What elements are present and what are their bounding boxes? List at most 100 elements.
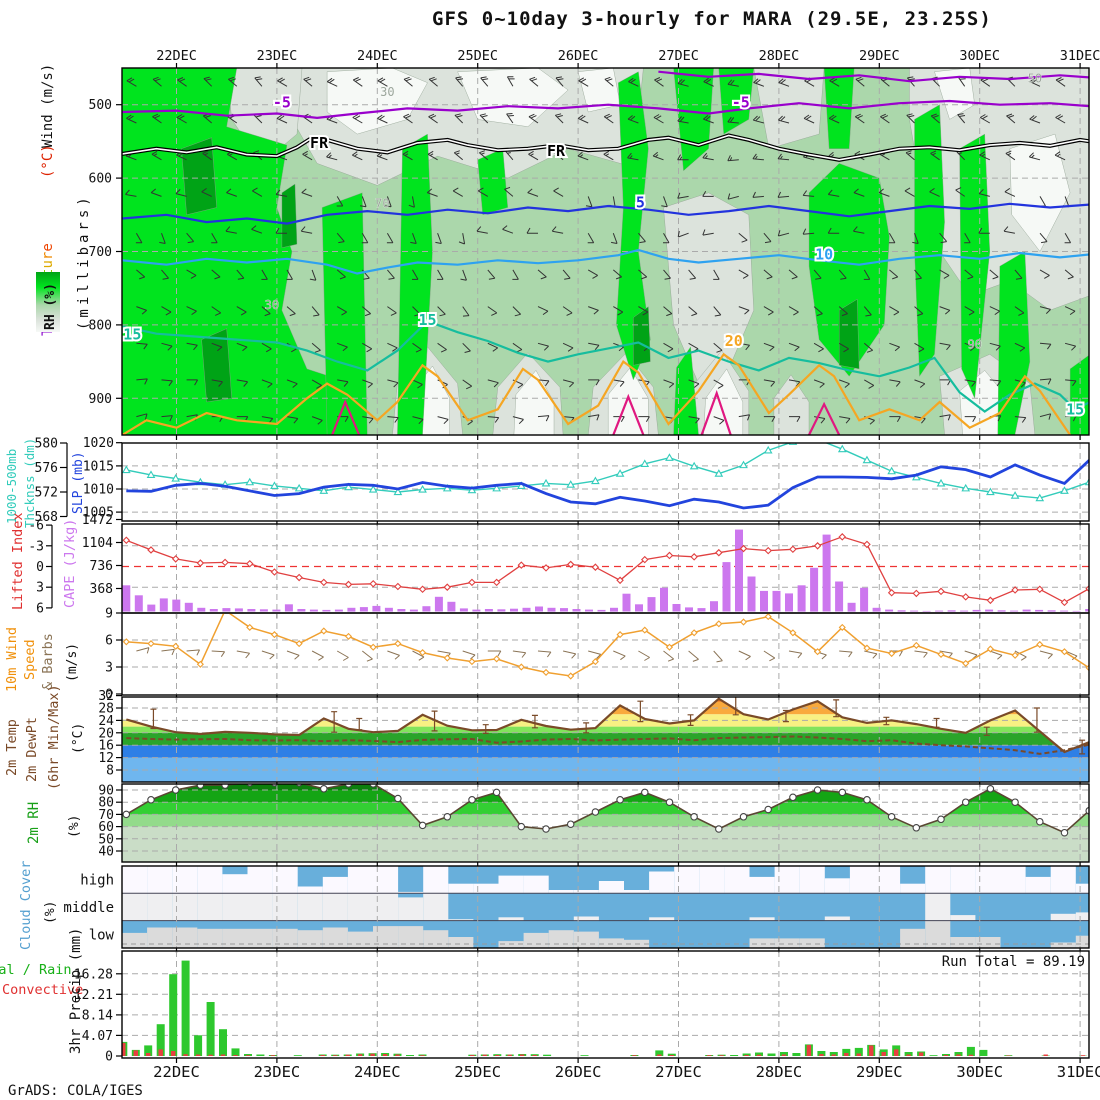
svg-text:60: 60 <box>98 820 114 835</box>
svg-text:Speed: Speed <box>22 639 38 680</box>
svg-text:CAPE (J/kg): CAPE (J/kg) <box>62 519 78 608</box>
svg-text:FR: FR <box>547 142 566 160</box>
svg-text:1020: 1020 <box>83 436 114 451</box>
svg-text:25DEC: 25DEC <box>457 48 498 64</box>
svg-text:(°C): (°C) <box>40 144 56 178</box>
svg-text:23DEC: 23DEC <box>257 48 298 64</box>
x-axis-labels: 22DEC 22DEC 23DEC 23DEC 24DEC 24DEC 25DEC 25DEC… <box>153 48 1100 1081</box>
svg-text:12.21: 12.21 <box>74 988 113 1003</box>
svg-text:29DEC: 29DEC <box>856 1063 903 1081</box>
svg-text:3: 3 <box>36 581 44 596</box>
svg-text:(°C): (°C) <box>71 723 86 754</box>
svg-text:15: 15 <box>123 325 141 343</box>
svg-text:6: 6 <box>36 601 44 616</box>
svg-text:2m RH: 2m RH <box>26 802 42 844</box>
svg-text:28DEC: 28DEC <box>756 1063 803 1081</box>
cape-li-axis: 368 736 1104 1472 -6 -3 0 3 6 Lifted Index CAPE (J… <box>10 512 1081 618</box>
svg-text:Cloud Cover: Cloud Cover <box>18 861 34 950</box>
svg-text:1010: 1010 <box>83 483 114 498</box>
panel-cape-li <box>122 524 1089 613</box>
svg-text:9: 9 <box>105 607 113 622</box>
svg-text:20: 20 <box>725 332 743 350</box>
svg-text:22DEC: 22DEC <box>153 1063 200 1081</box>
panel-slp-thickness <box>122 443 1089 521</box>
svg-text:736: 736 <box>90 559 113 574</box>
svg-text:4.07: 4.07 <box>82 1029 113 1044</box>
svg-text:(%): (%) <box>43 901 58 924</box>
svg-text:middle: middle <box>63 900 114 916</box>
svg-text:16: 16 <box>98 739 114 754</box>
svg-text:5: 5 <box>636 193 645 211</box>
svg-text:28DEC: 28DEC <box>759 48 800 64</box>
svg-text:30: 30 <box>265 298 279 312</box>
svg-text:Lifted Index: Lifted Index <box>10 512 26 610</box>
svg-text:29DEC: 29DEC <box>859 48 900 64</box>
svg-text:22DEC: 22DEC <box>156 48 197 64</box>
svg-text:30DEC: 30DEC <box>959 48 1000 64</box>
svg-text:15: 15 <box>418 311 436 329</box>
panel-cloud <box>122 866 1089 948</box>
svg-text:(m/s): (m/s) <box>65 643 80 682</box>
svg-text:3hr Precip (mm): 3hr Precip (mm) <box>68 928 84 1054</box>
svg-text:0: 0 <box>105 688 113 703</box>
svg-text:12: 12 <box>98 751 114 766</box>
svg-text:1000-500mb: 1000-500mb <box>4 449 19 524</box>
svg-text:(6hr Min/Max): (6hr Min/Max) <box>46 684 62 790</box>
svg-text:10: 10 <box>815 245 833 263</box>
grads-credit: GrADS: COLA/IGES <box>8 1083 143 1099</box>
svg-text:24: 24 <box>98 714 114 729</box>
svg-text:1015: 1015 <box>83 459 114 474</box>
svg-text:Thcknss (dm): Thcknss (dm) <box>22 438 37 528</box>
panel-rh2m <box>122 784 1089 862</box>
page-title: GFS 0~10day 3-hourly for MARA (29.5E, 23… <box>432 8 992 30</box>
svg-text:28: 28 <box>98 702 114 717</box>
svg-text:32: 32 <box>98 689 114 704</box>
svg-text:8: 8 <box>106 764 114 779</box>
svg-text:500: 500 <box>89 98 112 113</box>
svg-text:Wind (m/s): Wind (m/s) <box>40 64 56 148</box>
svg-text:26DEC: 26DEC <box>555 1063 602 1081</box>
svg-text:50: 50 <box>1028 72 1042 86</box>
svg-text:27DEC: 27DEC <box>655 1063 702 1081</box>
panel-temp2m <box>122 697 1089 782</box>
svg-text:RH (%): RH (%) <box>43 283 58 330</box>
svg-text:Total / Rain: Total / Rain <box>0 962 72 978</box>
svg-text:(millibars): (millibars) <box>76 193 92 330</box>
svg-text:26DEC: 26DEC <box>558 48 599 64</box>
svg-text:8.14: 8.14 <box>82 1008 113 1023</box>
svg-text:27DEC: 27DEC <box>658 48 699 64</box>
svg-text:FR: FR <box>310 134 329 152</box>
svg-text:3: 3 <box>105 661 113 676</box>
svg-text:31DEC: 31DEC <box>1060 48 1100 64</box>
svg-text:572: 572 <box>35 486 58 501</box>
upper-wind-barbs <box>125 76 1077 426</box>
panel-wind10m <box>122 613 1089 695</box>
slp-axis: 1005 1010 1015 1020 568 572 576 580 1000-500mb Th… <box>4 436 1081 528</box>
svg-text:31DEC: 31DEC <box>1057 1063 1100 1081</box>
svg-text:low: low <box>89 927 115 943</box>
svg-text:1472: 1472 <box>82 513 113 528</box>
svg-text:23DEC: 23DEC <box>254 1063 301 1081</box>
svg-text:Convective: Convective <box>2 982 83 998</box>
precip-axis: 0 4.07 8.14 12.21 16.28Total / Rain Convectiv… <box>0 928 1081 1065</box>
svg-text:900: 900 <box>89 392 112 407</box>
svg-text:800: 800 <box>89 318 112 333</box>
svg-text:0: 0 <box>105 1050 113 1065</box>
run-total-label: Run Total = 89.19 <box>941 954 1085 970</box>
svg-text:1005: 1005 <box>83 506 114 521</box>
svg-text:600: 600 <box>89 172 112 187</box>
svg-text:24DEC: 24DEC <box>354 1063 401 1081</box>
svg-text:& Barbs: & Barbs <box>40 633 56 690</box>
svg-text:30: 30 <box>380 85 394 99</box>
svg-text:2m DewPt: 2m DewPt <box>24 717 40 782</box>
svg-text:2m Temp: 2m Temp <box>4 719 20 776</box>
svg-text:70: 70 <box>98 808 114 823</box>
svg-text:15: 15 <box>1066 400 1084 418</box>
svg-text:40: 40 <box>98 845 114 860</box>
svg-text:50: 50 <box>98 832 114 847</box>
